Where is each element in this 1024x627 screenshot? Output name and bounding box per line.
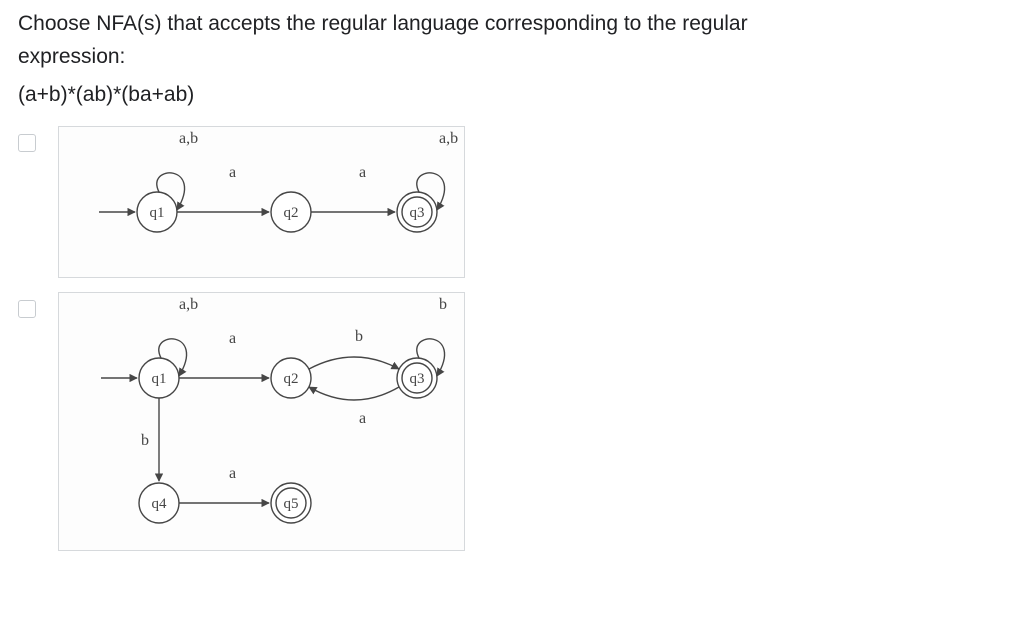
svg-text:q4: q4 [152,496,168,512]
nfa1-box: a a a,b a,b q1 q2 q3 [58,126,465,278]
checkbox-2[interactable] [18,300,36,318]
checkbox-1[interactable] [18,134,36,152]
svg-text:a: a [359,164,366,181]
svg-text:b: b [355,328,363,345]
svg-text:q2: q2 [284,205,299,221]
nfa2-box: a b a b a a,b b q1 q2 q3 q4 q5 [58,292,465,551]
svg-text:q1: q1 [150,205,165,221]
options-list: a a a,b a,b q1 q2 q3 a b a b a a,b b q1 q2 q3 q4 q5 [18,126,1006,551]
svg-text:a,b: a,b [179,296,198,313]
question-text: Choose NFA(s) that accepts the regular l… [18,8,1006,112]
svg-text:a: a [229,164,236,181]
svg-text:a: a [359,410,366,427]
svg-text:q3: q3 [410,205,425,221]
svg-text:a,b: a,b [439,130,458,147]
question-line1: Choose NFA(s) that accepts the regular l… [18,8,1006,41]
svg-text:a: a [229,465,236,482]
nfa2-diagram: a b a b a a,b b q1 q2 q3 q4 q5 [59,293,464,545]
question-line2: expression: [18,41,1006,74]
svg-text:q5: q5 [284,496,299,512]
nfa1-diagram: a a a,b a,b q1 q2 q3 [59,127,464,272]
svg-text:q2: q2 [284,371,299,387]
svg-text:b: b [141,432,149,449]
svg-text:q3: q3 [410,371,425,387]
question-line3: (a+b)*(ab)*(ba+ab) [18,79,1006,112]
svg-text:q1: q1 [152,371,167,387]
svg-text:a,b: a,b [179,130,198,147]
svg-text:a: a [229,330,236,347]
option-2: a b a b a a,b b q1 q2 q3 q4 q5 [18,292,1006,551]
svg-text:b: b [439,296,447,313]
option-1: a a a,b a,b q1 q2 q3 [18,126,1006,278]
